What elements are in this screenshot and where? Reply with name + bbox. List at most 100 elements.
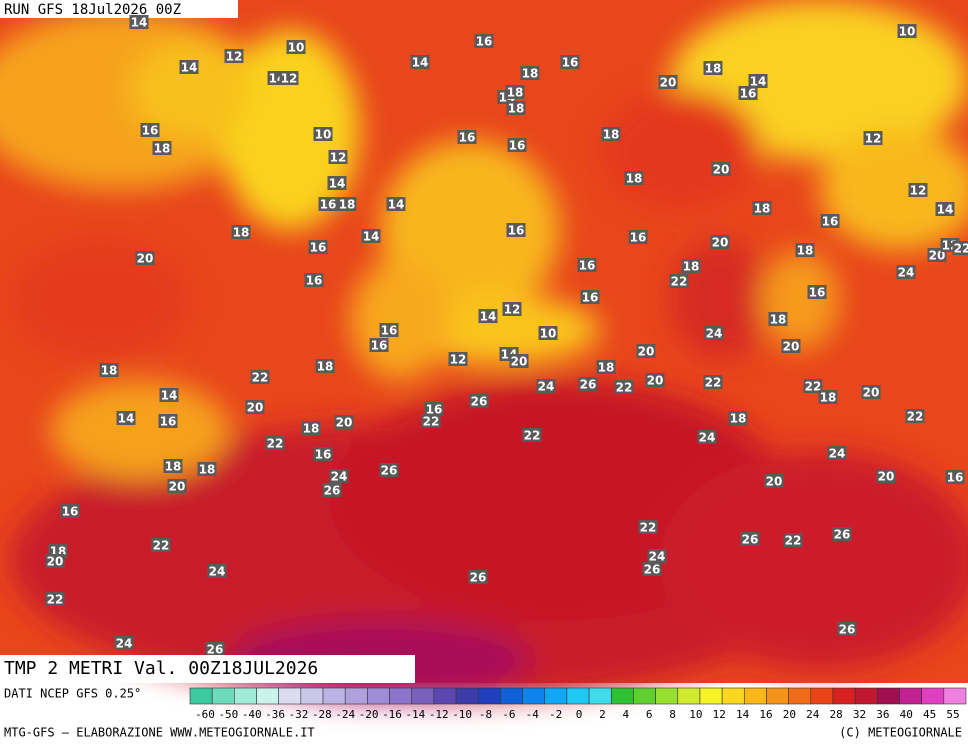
scale-label: 14 — [736, 708, 750, 721]
scale-swatch — [478, 688, 500, 704]
temperature-label: 24 — [898, 266, 915, 280]
temperature-label: 22 — [153, 539, 170, 553]
temperature-label: 12 — [504, 303, 521, 317]
scale-label: -50 — [218, 708, 238, 721]
temperature-label: 12 — [910, 184, 927, 198]
temperature-label: 16 — [630, 231, 647, 245]
copyright: (C) METEOGIORNALE — [839, 726, 962, 740]
temperature-label: 16 — [315, 448, 332, 462]
header-title: RUN GFS 18Jul2026 00Z — [4, 2, 181, 18]
temperature-label: 22 — [47, 593, 64, 607]
temperature-label: 24 — [649, 550, 666, 564]
temperature-label: 22 — [524, 429, 541, 443]
scale-swatch — [700, 688, 722, 704]
temperature-label: 20 — [47, 555, 64, 569]
temperature-label: 20 — [511, 355, 528, 369]
temperature-label: 18 — [683, 260, 700, 274]
temperature-label: 26 — [839, 623, 856, 637]
temperature-label: 20 — [863, 386, 880, 400]
temperature-label: 10 — [540, 327, 557, 341]
scale-label: 16 — [759, 708, 772, 721]
temperature-label: 12 — [865, 132, 882, 146]
temperature-label: 20 — [878, 470, 895, 484]
temperature-label: 18 — [165, 460, 182, 474]
temperature-field — [0, 0, 968, 700]
temperature-label: 24 — [706, 327, 723, 341]
scale-swatch — [345, 688, 367, 704]
temperature-label: 20 — [712, 236, 729, 250]
temperature-label: 16 — [579, 259, 596, 273]
scale-label: 40 — [900, 708, 913, 721]
temperature-label: 16 — [582, 291, 599, 305]
temperature-label: 14 — [480, 310, 497, 324]
temperature-label: 26 — [471, 395, 488, 409]
scale-label: -32 — [289, 708, 309, 721]
temperature-label: 26 — [207, 643, 224, 657]
scale-label: -40 — [242, 708, 262, 721]
scale-label: -16 — [382, 708, 402, 721]
temperature-label: 16 — [459, 131, 476, 145]
temperature-label: 20 — [783, 340, 800, 354]
temperature-label: 16 — [306, 274, 323, 288]
scale-swatch — [811, 688, 833, 704]
scale-swatch — [789, 688, 811, 704]
temperature-label: 20 — [336, 416, 353, 430]
scale-swatch — [678, 688, 700, 704]
temperature-label: 16 — [160, 415, 177, 429]
scale-swatch — [656, 688, 678, 704]
temperature-label: 18 — [797, 244, 814, 258]
temperature-label: 14 — [118, 412, 135, 426]
scale-label: -24 — [335, 708, 355, 721]
temperature-label: 20 — [647, 374, 664, 388]
scale-label: -4 — [526, 708, 540, 721]
temperature-label: 20 — [713, 163, 730, 177]
scale-swatch — [922, 688, 944, 704]
temperature-label: 18 — [603, 128, 620, 142]
scale-swatch — [390, 688, 412, 704]
scale-swatch — [944, 688, 966, 704]
temperature-label: 16 — [509, 139, 526, 153]
temperature-label: 14 — [412, 56, 429, 70]
scale-label: 4 — [622, 708, 629, 721]
scale-label: -8 — [479, 708, 492, 721]
temperature-label: 16 — [371, 339, 388, 353]
scale-swatch — [523, 688, 545, 704]
temperature-label: 12 — [281, 72, 298, 86]
temperature-label: 16 — [740, 87, 757, 101]
temperature-label: 14 — [181, 61, 198, 75]
scale-swatch — [257, 688, 279, 704]
scale-swatch — [456, 688, 478, 704]
scale-label: 36 — [876, 708, 889, 721]
scale-swatch — [323, 688, 345, 704]
scale-label: 28 — [830, 708, 843, 721]
scale-swatch — [567, 688, 589, 704]
scale-swatch — [412, 688, 434, 704]
temperature-label: 14 — [937, 203, 954, 217]
scale-label: 45 — [923, 708, 936, 721]
scale-swatch — [722, 688, 744, 704]
temperature-label: 22 — [705, 376, 722, 390]
scale-swatch — [545, 688, 567, 704]
temperature-label: 22 — [907, 410, 924, 424]
temperature-label: 26 — [324, 484, 341, 498]
scale-label: -28 — [312, 708, 332, 721]
temperature-label: 22 — [267, 437, 284, 451]
temperature-label: 10 — [899, 25, 916, 39]
temperature-label: 16 — [62, 505, 79, 519]
scale-swatch — [212, 688, 234, 704]
scale-label: -36 — [265, 708, 285, 721]
scale-label: 12 — [713, 708, 726, 721]
scale-label: -14 — [405, 708, 425, 721]
scale-swatch — [301, 688, 323, 704]
temperature-label: 20 — [766, 475, 783, 489]
temperature-label: 18 — [626, 172, 643, 186]
scale-label: -12 — [429, 708, 449, 721]
scale-swatch — [633, 688, 655, 704]
temperature-label: 10 — [315, 128, 332, 142]
temperature-label: 26 — [644, 563, 661, 577]
temperature-label: 18 — [598, 361, 615, 375]
temperature-label: 22 — [640, 521, 657, 535]
temperature-label: 20 — [660, 76, 677, 90]
